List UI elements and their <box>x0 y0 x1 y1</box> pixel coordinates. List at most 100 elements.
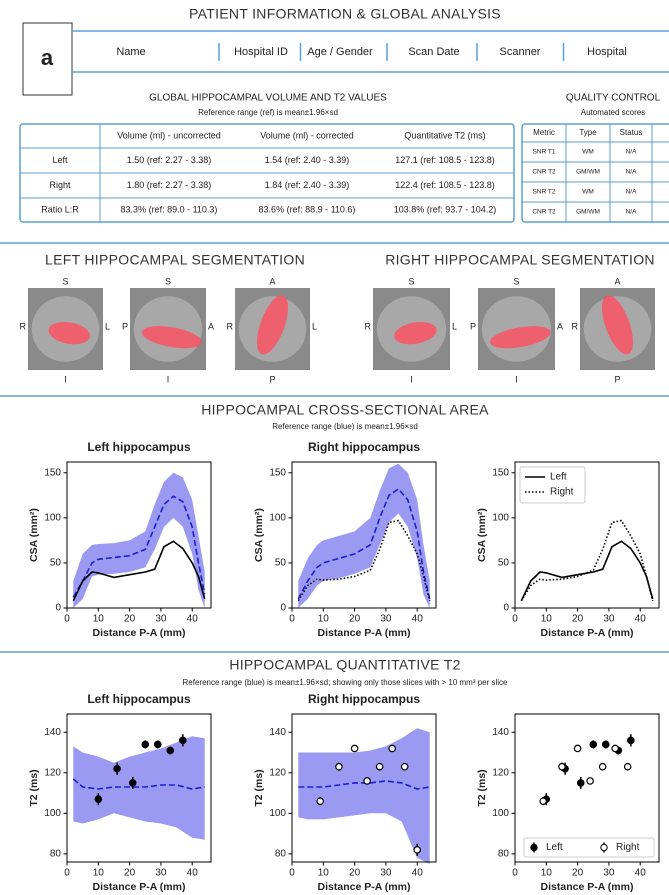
section-title: HIPPOCAMPAL CROSS-SECTIONAL AREA <box>201 402 489 418</box>
x-tick-label: 10 <box>318 868 330 879</box>
data-point <box>587 778 593 784</box>
table-cell: 103.8% (ref: 93.7 - 104.2) <box>394 204 497 214</box>
y-tick-label: 80 <box>275 849 287 860</box>
orientation-label: A <box>614 276 620 286</box>
x-tick-label: 0 <box>512 868 518 879</box>
orientation-label: R <box>20 321 27 331</box>
data-point <box>414 847 420 853</box>
y-tick-label: 100 <box>44 513 61 524</box>
table-cell: CNR T2 <box>532 209 556 216</box>
data-point <box>389 745 395 751</box>
y-tick-label: 120 <box>492 767 509 778</box>
table-cell: N/A <box>626 189 638 196</box>
orientation-label: R <box>227 321 234 331</box>
y-tick-label: 100 <box>492 808 509 819</box>
y-axis-label: CSA (mm²) <box>28 508 40 562</box>
y-tick-label: 150 <box>44 467 61 478</box>
y-tick-label: 120 <box>269 767 286 778</box>
chart-title: Left hippocampus <box>87 692 191 706</box>
orientation-label: P <box>470 321 476 331</box>
x-tick-label: 40 <box>187 614 199 625</box>
column-header: Volume (ml) - corrected <box>260 130 354 140</box>
chart-title: Right hippocampus <box>308 692 420 706</box>
y-tick-label: 100 <box>44 808 61 819</box>
y-tick-label: 80 <box>498 849 510 860</box>
x-axis-label: Distance P-A (mm) <box>318 627 411 639</box>
orientation-label: S <box>62 276 68 286</box>
data-point <box>95 796 101 802</box>
orientation-label: S <box>165 276 171 286</box>
y-tick-label: 120 <box>44 767 61 778</box>
data-line <box>521 521 652 601</box>
orientation-label: P <box>122 321 128 331</box>
legend-label: Right <box>616 842 640 853</box>
data-point <box>180 737 186 743</box>
data-point <box>351 745 357 751</box>
y-tick-label: 0 <box>503 603 509 614</box>
data-point <box>574 745 580 751</box>
orientation-label: I <box>410 374 413 384</box>
table-cell: 1.84 (ref: 2.40 - 3.39) <box>265 180 350 190</box>
data-point <box>142 741 148 747</box>
x-tick-label: 10 <box>93 614 105 625</box>
y-tick-label: 140 <box>44 727 61 738</box>
x-tick-label: 30 <box>155 614 167 625</box>
orientation-label: P <box>614 374 620 384</box>
data-point <box>540 798 546 804</box>
reference-band <box>298 464 429 608</box>
y-tick-label: 140 <box>492 727 509 738</box>
data-point <box>155 741 161 747</box>
data-point <box>624 764 630 770</box>
section-title: LEFT HIPPOCAMPAL SEGMENTATION <box>45 252 305 268</box>
field-label: Scanner <box>500 46 541 58</box>
orientation-label: I <box>515 374 518 384</box>
chart-title: Left hippocampus <box>87 440 191 454</box>
y-tick-label: 140 <box>269 727 286 738</box>
table-cell: N/A <box>626 169 638 176</box>
table-cell: 1.50 (ref: 2.27 - 3.38) <box>127 155 212 165</box>
y-tick-label: 150 <box>269 467 286 478</box>
y-tick-label: 100 <box>269 513 286 524</box>
x-tick-label: 20 <box>349 868 361 879</box>
y-tick-label: 150 <box>492 467 509 478</box>
reference-band <box>298 728 429 864</box>
data-point <box>364 778 370 784</box>
table-cell: GM/WM <box>576 209 600 216</box>
y-axis-label: T2 (ms) <box>476 769 488 806</box>
x-tick-label: 30 <box>155 868 167 879</box>
data-point <box>317 798 323 804</box>
y-axis-label: CSA (mm²) <box>476 508 488 562</box>
x-tick-label: 0 <box>512 614 518 625</box>
row-label: Ratio L:R <box>41 204 79 214</box>
section-title: HIPPOCAMPAL QUANTITATIVE T2 <box>229 657 460 673</box>
field-label: Scan Date <box>408 46 459 58</box>
table-title: QUALITY CONTROL <box>566 93 661 104</box>
data-point <box>376 764 382 770</box>
column-header: Quantitative T2 (ms) <box>404 130 485 140</box>
x-tick-label: 20 <box>124 614 136 625</box>
x-tick-label: 0 <box>64 868 70 879</box>
table-cell: WM <box>582 149 594 156</box>
legend-label: Right <box>550 487 574 498</box>
orientation-label: A <box>557 321 563 331</box>
table-cell: SNR T2 <box>533 189 556 196</box>
x-axis-label: Distance P-A (mm) <box>93 881 186 893</box>
data-point <box>599 764 605 770</box>
field-label: Hospital <box>587 46 627 58</box>
data-point <box>628 737 634 743</box>
x-tick-label: 10 <box>93 868 105 879</box>
table-cell: N/A <box>626 209 638 216</box>
x-tick-label: 10 <box>318 614 330 625</box>
table-cell: 122.4 (ref: 108.5 - 123.8) <box>395 180 495 190</box>
table-cell: 83.3% (ref: 89.0 - 110.3) <box>121 204 218 214</box>
field-label: Hospital ID <box>234 46 288 58</box>
data-point <box>578 780 584 786</box>
data-point <box>612 745 618 751</box>
orientation-label: R <box>572 321 579 331</box>
x-tick-label: 20 <box>124 868 136 879</box>
x-axis-label: Distance P-A (mm) <box>541 627 634 639</box>
x-tick-label: 0 <box>64 614 70 625</box>
section-subtitle: Reference range (blue) is mean±1.96×sd; … <box>183 678 509 687</box>
x-tick-label: 20 <box>572 614 584 625</box>
x-tick-label: 40 <box>412 868 424 879</box>
